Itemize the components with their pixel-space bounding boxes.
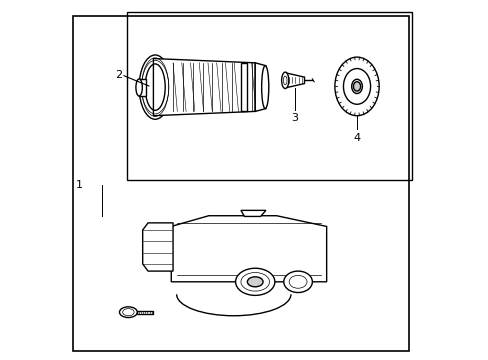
Polygon shape [137,311,152,314]
Ellipse shape [235,268,274,296]
Text: 2: 2 [115,69,122,80]
Polygon shape [142,223,173,271]
Ellipse shape [343,68,370,104]
Ellipse shape [353,82,360,91]
Ellipse shape [351,79,362,94]
Ellipse shape [334,57,378,116]
Polygon shape [285,73,304,88]
Polygon shape [153,59,255,116]
Polygon shape [241,210,265,216]
Ellipse shape [283,271,312,293]
Ellipse shape [261,66,268,109]
Bar [139,79,145,96]
Ellipse shape [136,79,142,96]
Ellipse shape [119,307,137,318]
Ellipse shape [247,277,263,287]
Ellipse shape [281,72,288,89]
Text: 3: 3 [290,113,297,123]
Bar [241,63,247,111]
Polygon shape [171,216,326,282]
Polygon shape [255,63,265,111]
Text: 1: 1 [76,180,82,190]
Text: 4: 4 [353,133,360,143]
Ellipse shape [139,55,171,119]
